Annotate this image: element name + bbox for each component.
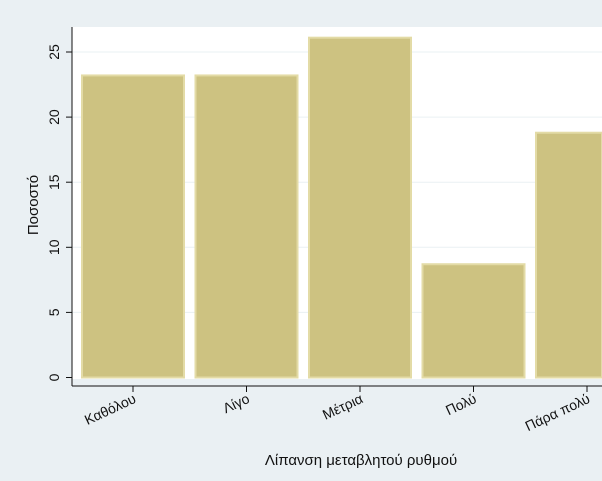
y-ticks: 0 5 10 15 20 25 [46, 44, 72, 381]
bar [194, 74, 299, 379]
bar [421, 263, 526, 379]
y-tick-label: 20 [46, 109, 62, 125]
y-tick-label: 10 [46, 239, 62, 255]
bar [308, 36, 412, 379]
bar [535, 131, 602, 379]
x-axis-title: Λίπανση μεταβλητού ρυθμού [265, 452, 457, 469]
bars [81, 36, 602, 379]
y-tick-label: 5 [46, 308, 62, 316]
axes [71, 27, 602, 387]
y-tick-label: 0 [46, 373, 62, 381]
bar [81, 74, 185, 379]
y-tick-label: 25 [46, 44, 62, 60]
y-axis-title: Ποσοστό [25, 175, 42, 235]
y-tick-label: 15 [46, 174, 62, 190]
